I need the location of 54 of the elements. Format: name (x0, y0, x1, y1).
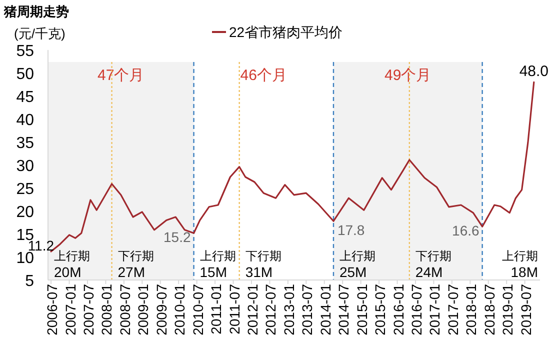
annotation: 上行期 25M (339, 249, 376, 280)
x-tick-label: 2014-07 (336, 284, 352, 336)
annotation: 下行期 31M (245, 249, 282, 280)
x-tick-label: 2016-01 (390, 284, 406, 336)
y-tick-label: 25 (16, 181, 34, 198)
data-label: 48.0 (519, 63, 549, 80)
x-tick-label: 2010-01 (172, 284, 188, 336)
x-tick-label: 2019-07 (518, 284, 534, 336)
x-tick-label: 2008-01 (98, 284, 115, 336)
y-tick-label: 50 (16, 66, 34, 83)
x-tick-label: 2008-07 (116, 284, 133, 336)
chart-title: 猪周期走势 (3, 4, 69, 19)
annotation: 下行期 24M (415, 249, 452, 280)
y-tick-label: 55 (16, 43, 34, 60)
band-label: 49个月 (384, 67, 432, 84)
y-tick-label: 40 (16, 112, 34, 129)
x-tick-label: 2006-07 (44, 284, 60, 336)
band-label: 47个月 (98, 67, 144, 84)
y-axis-title: (元/千克) (14, 26, 66, 41)
x-tick-label: 2011-07 (226, 284, 242, 334)
annotation: 下行期 27M (118, 249, 154, 280)
legend-label: 22省市猪肉平均价 (229, 24, 343, 40)
y-tick-label: 30 (16, 158, 34, 175)
y-tick-label: 5 (25, 273, 34, 290)
x-tick-label: 2007-01 (62, 284, 78, 336)
x-tick-label: 2013-07 (299, 284, 316, 336)
x-tick-label: 2015-07 (372, 284, 388, 336)
x-tick-label: 2018-07 (481, 284, 498, 336)
x-tick-label: 2014-01 (317, 284, 334, 336)
y-tick-label: 10 (16, 250, 34, 267)
x-tick-label: 2011-01 (208, 284, 224, 334)
y-tick-label: 45 (16, 89, 34, 106)
x-tick-label: 2015-01 (354, 284, 370, 336)
annotation: 46个月 (240, 67, 287, 84)
x-tick-label: 2010-07 (190, 284, 206, 336)
x-tick-label: 2009-07 (153, 284, 170, 336)
x-tick-label: 2016-07 (408, 284, 424, 336)
x-tick-label: 2018-01 (463, 284, 480, 336)
annotation: 上行期 15M (200, 249, 236, 280)
x-tick-label: 2012-07 (262, 284, 279, 336)
data-label: 17.8 (337, 222, 365, 238)
annotation: 上行期 18M (502, 249, 538, 280)
annotation: 上行期 20M (54, 249, 90, 280)
x-tick-label: 2017-07 (444, 284, 461, 336)
x-tick-label: 2019-01 (500, 284, 516, 336)
data-label: 16.6 (452, 222, 480, 239)
y-tick-label: 20 (16, 204, 34, 221)
x-tick-label: 2017-01 (426, 284, 443, 336)
x-tick-label: 2007-07 (80, 284, 96, 336)
data-label: 15.2 (164, 229, 191, 246)
x-tick-label: 2013-01 (280, 284, 297, 336)
x-tick-label: 2009-01 (135, 284, 152, 336)
y-tick-label: 35 (16, 135, 34, 152)
x-tick-label: 2012-01 (244, 284, 260, 336)
